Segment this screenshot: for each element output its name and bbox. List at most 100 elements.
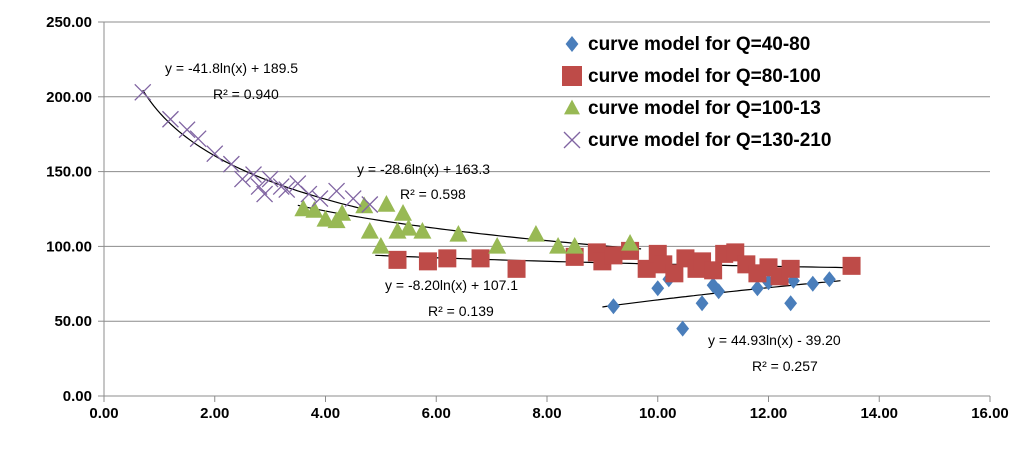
data-point-diamond — [806, 275, 820, 292]
data-point-triangle — [449, 224, 468, 242]
data-point-x — [250, 178, 268, 196]
x-marker-stroke — [222, 155, 240, 173]
x-marker-stroke — [134, 83, 152, 101]
legend-marker-triangle — [564, 99, 580, 115]
data-point-triangle — [526, 224, 545, 242]
data-point-x — [206, 145, 224, 163]
x-tick-label: 12.00 — [750, 405, 788, 422]
x-marker-stroke — [563, 131, 581, 149]
data-point-x — [189, 130, 207, 148]
x-tick-label: 10.00 — [639, 405, 677, 422]
data-point-triangle — [305, 201, 324, 218]
data-point-x — [311, 190, 329, 207]
y-tick-label: 0.00 — [63, 388, 92, 405]
data-point-diamond — [695, 295, 709, 312]
y-tick-label: 150.00 — [46, 164, 92, 181]
data-point-x — [361, 196, 379, 213]
data-points — [134, 83, 861, 337]
data-point-triangle — [333, 204, 352, 221]
data-point-x — [300, 185, 318, 203]
trend-equation: y = 44.93ln(x) - 39.20 — [708, 332, 841, 348]
data-point-square — [665, 264, 684, 283]
trend-equation: y = -28.6ln(x) + 163.3 — [357, 161, 490, 177]
data-point-square — [781, 259, 800, 278]
x-marker-stroke — [250, 178, 268, 196]
legend-entry: curve model for Q=130-210 — [588, 130, 831, 151]
data-point-triangle — [549, 236, 568, 254]
x-marker-stroke — [245, 166, 262, 184]
x-marker-stroke — [361, 196, 379, 213]
data-point-square — [637, 259, 656, 278]
data-point-diamond — [651, 280, 665, 297]
x-marker-stroke — [311, 190, 329, 207]
legend-entry: curve model for Q=80-100 — [588, 66, 821, 87]
x-tick-label: 14.00 — [860, 405, 898, 422]
x-marker-stroke — [344, 190, 362, 207]
data-point-triangle — [621, 233, 640, 251]
data-point-triangle — [355, 196, 374, 214]
data-point-x — [256, 185, 274, 203]
data-point-x — [261, 170, 279, 188]
legend: curve model for Q=40-80 curve model for Q… — [562, 34, 831, 151]
data-point-triangle — [360, 221, 379, 239]
x-marker-stroke — [206, 145, 224, 163]
trend-equation: y = -41.8ln(x) + 189.5 — [165, 60, 298, 76]
data-point-x — [278, 181, 296, 199]
data-point-square — [507, 259, 526, 278]
x-marker-stroke — [178, 121, 196, 139]
data-point-x — [233, 170, 251, 188]
data-point-square — [388, 250, 407, 269]
x-tick-label: 8.00 — [532, 405, 561, 422]
x-marker-stroke — [261, 170, 279, 188]
y-tick-label: 250.00 — [46, 14, 92, 31]
legend-marker-x — [563, 131, 581, 149]
data-point-diamond — [784, 295, 798, 312]
x-tick-label: 0.00 — [89, 405, 118, 422]
x-marker-stroke — [300, 185, 318, 203]
trend-r-squared: R² = 0.139 — [428, 303, 494, 319]
data-point-triangle — [488, 236, 507, 254]
data-point-triangle — [371, 236, 390, 254]
data-point-diamond — [607, 298, 620, 315]
data-point-x — [178, 121, 196, 139]
x-marker-stroke — [272, 178, 290, 196]
legend-marker-diamond — [565, 36, 579, 52]
axes: 0.00 50.00 100.00 150.00 200.00 250.00 0.00 2.0… — [46, 14, 1009, 422]
data-point-diamond — [751, 280, 764, 297]
data-point-triangle — [565, 236, 584, 254]
trend-r-squared: R² = 0.598 — [400, 186, 466, 202]
trendlines — [142, 89, 852, 308]
x-tick-label: 6.00 — [422, 405, 451, 422]
data-point-square — [418, 252, 437, 271]
data-point-x — [245, 166, 262, 184]
trendline — [297, 204, 642, 250]
data-point-x — [161, 110, 179, 128]
trend-equations: y = 44.93ln(x) - 39.20 R² = 0.257 y = -8.2… — [165, 60, 841, 374]
x-marker-stroke — [256, 185, 274, 203]
data-point-square — [604, 246, 623, 265]
x-marker-stroke — [289, 175, 307, 193]
data-point-diamond — [823, 271, 836, 288]
y-tick-label: 200.00 — [46, 89, 92, 106]
x-tick-label: 16.00 — [971, 405, 1009, 422]
x-marker-stroke — [233, 170, 251, 188]
legend-marker-square — [562, 66, 582, 86]
x-marker-stroke — [161, 110, 179, 128]
x-marker-stroke — [328, 182, 346, 200]
data-point-triangle — [294, 199, 313, 217]
data-point-x — [328, 182, 346, 200]
data-point-triangle — [377, 195, 396, 212]
x-marker-stroke — [278, 181, 296, 199]
data-point-triangle — [316, 210, 335, 227]
data-point-square — [704, 261, 723, 280]
data-point-x — [272, 178, 290, 196]
y-tick-label: 100.00 — [46, 238, 92, 255]
trend-r-squared: R² = 0.940 — [213, 86, 279, 102]
gridlines — [104, 21, 990, 322]
data-point-triangle — [413, 221, 432, 239]
data-point-square — [471, 249, 490, 268]
x-marker-stroke — [189, 130, 207, 148]
data-point-triangle — [394, 204, 413, 221]
trend-equation: y = -8.20ln(x) + 107.1 — [385, 277, 518, 293]
